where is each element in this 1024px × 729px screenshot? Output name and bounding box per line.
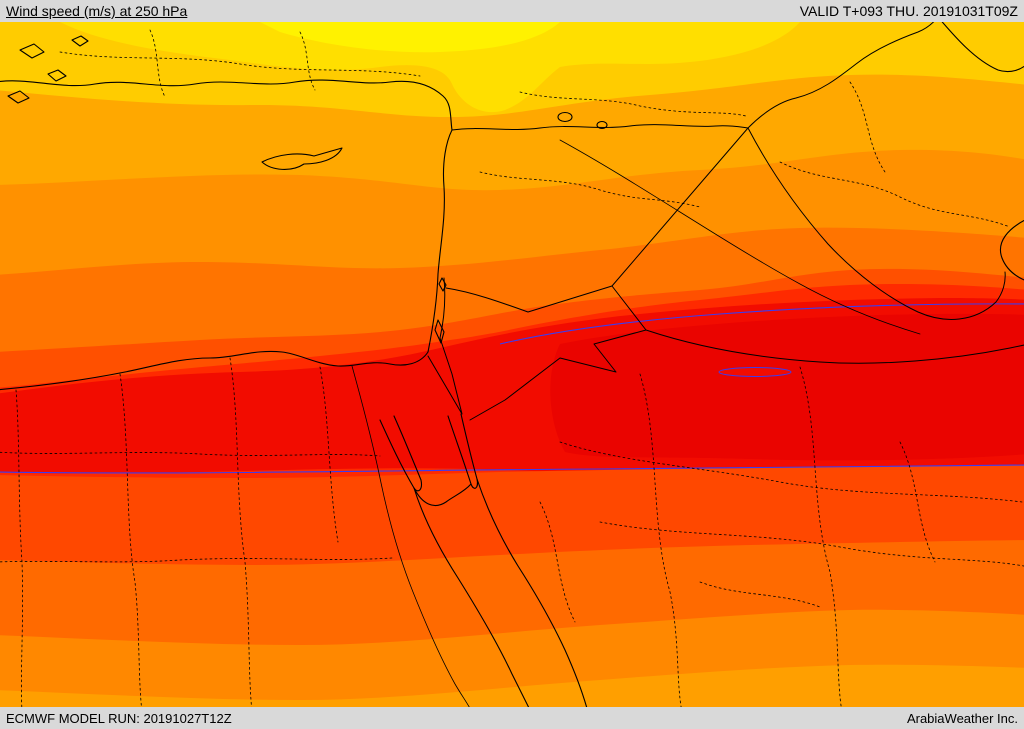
- dotted-boundary: [15, 389, 23, 707]
- cyprus-island: [261, 147, 343, 170]
- dotted-boundary: [599, 521, 1024, 567]
- dotted-boundary: [539, 441, 936, 623]
- footer-bar: ECMWF MODEL RUN: 20191027T12Z ArabiaWeat…: [0, 707, 1024, 729]
- dotted-boundary: [59, 51, 421, 77]
- dotted-boundary: [479, 81, 886, 208]
- dotted-boundary: [119, 373, 142, 707]
- map-title: Wind speed (m/s) at 250 hPa: [6, 3, 188, 19]
- wind-speed-bands: [0, 22, 1024, 707]
- dotted-boundary: [0, 451, 381, 457]
- wind-speed-map: [0, 22, 1024, 707]
- brand-label: ArabiaWeather Inc.: [906, 710, 1018, 726]
- lake-small: [596, 120, 608, 130]
- blue-contour-upper: [499, 303, 1024, 345]
- border-turkey-syria: [451, 124, 749, 131]
- band-9: [0, 664, 1024, 707]
- band-yellow: [60, 22, 800, 113]
- dotted-boundary: [519, 91, 747, 117]
- band-bright-yellow: [260, 22, 560, 53]
- border-turkey-northeast: [747, 22, 935, 129]
- dotted-boundary: [799, 366, 842, 707]
- border-iraq-iran: [747, 127, 1006, 320]
- coastline-mediterranean: [0, 79, 453, 391]
- dotted-boundary: [149, 29, 316, 98]
- red-sea-west-shore: [413, 487, 530, 707]
- caspian-corner: [941, 22, 1024, 73]
- red-sea-east-shore: [476, 478, 588, 707]
- valid-time-label: VALID T+093 THU. 20191031T09Z: [799, 3, 1018, 19]
- dotted-boundary: [319, 366, 339, 543]
- dotted-boundary: [639, 373, 682, 707]
- dotted-boundary: [779, 161, 1011, 228]
- sinai-south-coast: [413, 483, 472, 506]
- nile-river: [351, 365, 470, 707]
- border-syria-iraq: [611, 127, 749, 287]
- header-bar: Wind speed (m/s) at 250 hPa VALID T+093 …: [0, 0, 1024, 22]
- border-saudi-iraq: [645, 329, 1024, 364]
- euphrates-river: [559, 139, 921, 335]
- rivers-layer: [351, 139, 921, 707]
- band-red-core-deep: [550, 313, 1024, 461]
- borders-layer: [427, 22, 1024, 421]
- map-canvas: [0, 22, 1024, 707]
- blue-contours: [0, 303, 1024, 474]
- max-wind-lens: [718, 367, 792, 377]
- coastlines-layer: [0, 22, 1024, 707]
- border-jordan-syria: [445, 285, 613, 313]
- border-jordan-saudi: [469, 329, 647, 421]
- admin-boundaries-layer: [0, 29, 1024, 707]
- aegean-islands: [7, 35, 89, 104]
- gulf-of-aqaba: [447, 413, 478, 489]
- persian-gulf: [1000, 220, 1024, 281]
- lake-tuz: [557, 111, 573, 123]
- dotted-boundary: [229, 357, 252, 707]
- border-jordan-iraq: [611, 285, 647, 331]
- gulf-of-suez: [379, 415, 422, 492]
- dotted-boundary: [559, 441, 1023, 503]
- border-israel-jordan-egypt: [427, 277, 463, 415]
- blue-contour-lower: [0, 464, 1024, 474]
- model-run-label: ECMWF MODEL RUN: 20191027T12Z: [6, 710, 232, 726]
- dotted-boundary: [0, 557, 393, 563]
